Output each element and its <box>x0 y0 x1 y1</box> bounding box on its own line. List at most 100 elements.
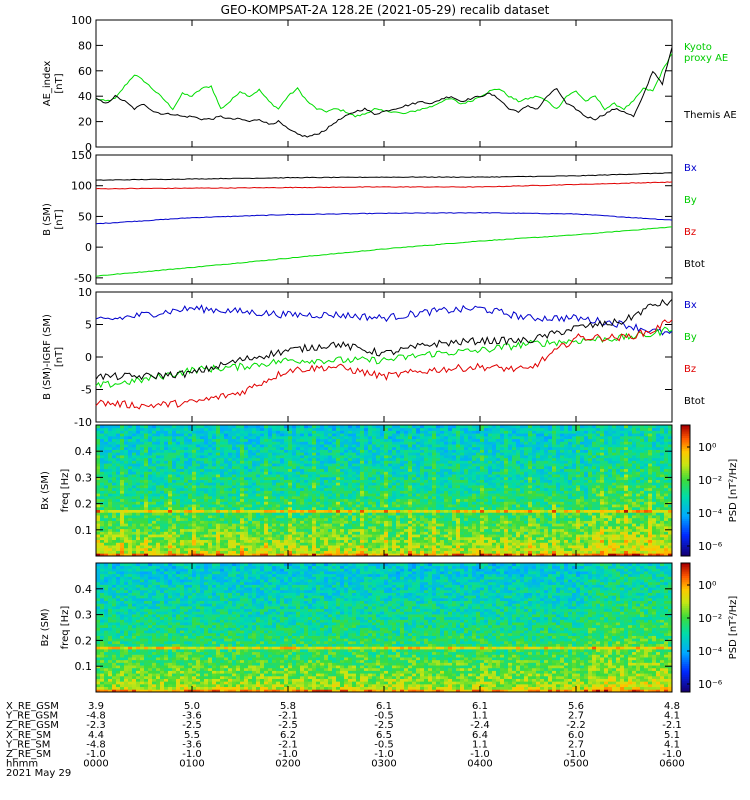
spectrogram-cell <box>152 517 157 521</box>
spectrogram-cell <box>292 446 297 450</box>
spectrogram-cell <box>120 542 125 546</box>
spectrogram-cell <box>420 536 425 541</box>
spectrogram-cell <box>348 479 353 483</box>
spectrogram-cell <box>496 525 501 530</box>
spectrogram-cell <box>428 452 433 456</box>
spectrogram-cell <box>280 438 285 442</box>
spectrogram-cell <box>304 468 309 472</box>
spectrogram-cell <box>96 485 101 489</box>
spectrogram-cell <box>268 476 273 480</box>
spectrogram-cell <box>280 504 285 508</box>
spectrogram-cell <box>188 525 193 530</box>
spectrogram-cell <box>348 446 353 450</box>
spectrogram-cell <box>244 509 249 513</box>
spectrogram-cell <box>212 438 217 442</box>
spectrogram-cell <box>492 539 497 543</box>
spectrogram-cell <box>448 504 453 508</box>
spectrogram-cell <box>256 553 261 557</box>
spectrogram-cell <box>360 438 365 442</box>
spectrogram-cell <box>168 534 173 538</box>
spectrogram-cell <box>124 476 129 480</box>
spectrogram-cell <box>156 528 161 532</box>
spectrogram-cell <box>468 517 473 521</box>
spectrogram-cell <box>440 547 445 551</box>
spectrogram-cell <box>116 504 121 508</box>
spectrogram-cell <box>224 435 229 440</box>
spectrogram-cell <box>332 504 337 508</box>
spectrogram-cell <box>440 550 445 554</box>
spectrogram-cell <box>228 427 233 431</box>
spectrogram-cell <box>320 474 325 478</box>
spectrogram-cell <box>300 536 305 541</box>
spectrogram-cell <box>448 553 453 557</box>
spectrogram-cell <box>336 493 341 497</box>
spectrogram-cell <box>116 441 121 445</box>
spectrogram-cell <box>444 463 449 467</box>
spectrogram-cell <box>352 441 357 445</box>
spectrogram-cell <box>432 474 437 478</box>
spectrogram-cell <box>496 485 501 489</box>
spectrogram-cell <box>124 547 129 551</box>
spectrogram-cell <box>392 553 397 557</box>
spectrogram-cell <box>420 517 425 521</box>
spectrogram-cell <box>488 553 493 557</box>
spectrogram-cell <box>328 553 333 557</box>
spectrogram-cell <box>272 520 277 524</box>
spectrogram-cell <box>312 523 317 527</box>
spectrogram-cell <box>172 515 177 519</box>
spectrogram-cell <box>396 455 401 459</box>
spectrogram-cell <box>156 504 161 508</box>
spectrogram-cell <box>224 539 229 543</box>
spectrogram-cell <box>440 523 445 527</box>
spectrogram-cell <box>248 493 253 497</box>
spectrogram-cell <box>392 517 397 521</box>
spectrogram-cell <box>420 520 425 524</box>
spectrogram-cell <box>280 528 285 532</box>
spectrogram-cell <box>492 536 497 541</box>
spectrogram-cell <box>408 465 413 470</box>
spectrogram-cell <box>324 493 329 497</box>
spectrogram-cell <box>220 441 225 445</box>
spectrogram-cell <box>416 515 421 519</box>
spectrogram-cell <box>372 449 377 453</box>
spectrogram-cell <box>484 463 489 467</box>
spectrogram-cell <box>384 430 389 434</box>
spectrogram-cell <box>432 479 437 483</box>
spectrogram-cell <box>152 506 157 511</box>
spectrogram-cell <box>380 487 385 491</box>
spectrogram-cell <box>204 534 209 538</box>
spectrogram-cell <box>260 479 265 483</box>
spectrogram-cell <box>120 452 125 456</box>
spectrogram-cell <box>372 504 377 508</box>
spectrogram-cell <box>284 476 289 480</box>
spectrogram-cell <box>440 534 445 538</box>
spectrogram-cell <box>108 495 113 500</box>
spectrogram-cell <box>132 515 137 519</box>
spectrogram-cell <box>480 520 485 524</box>
spectrogram-cell <box>372 490 377 494</box>
spectrogram-cell <box>372 515 377 519</box>
spectrogram-cell <box>384 545 389 549</box>
spectrogram-cell <box>304 441 309 445</box>
spectrogram-cell <box>276 449 281 453</box>
spectrogram-cell <box>232 438 237 442</box>
spectrogram-cell <box>436 435 441 440</box>
spectrogram-cell <box>112 531 117 535</box>
spectrogram-cell <box>336 433 341 437</box>
spectrogram-cell <box>196 545 201 549</box>
spectrogram-cell <box>404 474 409 478</box>
spectrogram-cell <box>96 474 101 478</box>
spectrogram-cell <box>424 430 429 434</box>
spectrogram-cell <box>416 495 421 500</box>
spectrogram-cell <box>328 455 333 459</box>
spectrogram-cell <box>368 547 373 551</box>
spectrogram-cell <box>380 515 385 519</box>
spectrogram-cell <box>472 539 477 543</box>
spectrogram-cell <box>348 504 353 508</box>
spectrogram-cell <box>416 539 421 543</box>
spectrogram-cell <box>164 433 169 437</box>
spectrogram-cell <box>372 545 377 549</box>
spectrogram-cell <box>180 493 185 497</box>
spectrogram-cell <box>308 501 313 505</box>
spectrogram-cell <box>420 501 425 505</box>
